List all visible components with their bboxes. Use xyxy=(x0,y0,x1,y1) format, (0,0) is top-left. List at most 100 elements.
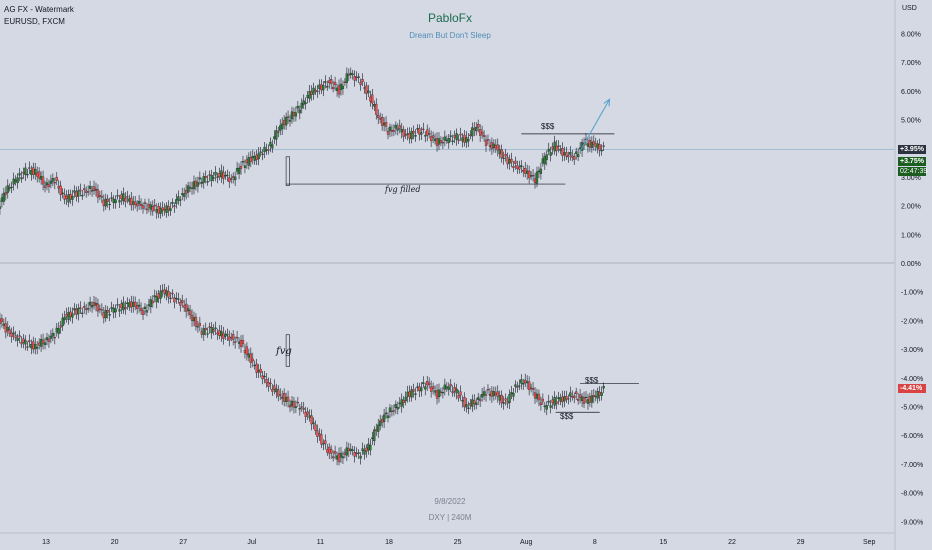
eurusd-candle xyxy=(567,155,570,158)
dxy-candle xyxy=(130,301,133,308)
dxy-candle xyxy=(414,393,417,395)
dxy-candle xyxy=(571,396,574,398)
dxy-candle xyxy=(337,453,341,462)
eurusd-candle xyxy=(263,146,266,153)
dxy-candle xyxy=(167,291,170,298)
eurusd-candle xyxy=(18,173,21,176)
dxy-candle xyxy=(0,318,4,322)
eurusd-candle xyxy=(439,140,443,143)
eurusd-candle xyxy=(586,143,590,147)
eurusd-candle xyxy=(259,151,262,153)
dxy-candle xyxy=(316,430,319,437)
dxy-candle xyxy=(192,317,196,322)
dxy-candle xyxy=(335,455,339,460)
eurusd-candle xyxy=(198,177,202,180)
dxy-candle xyxy=(8,329,11,334)
eurusd-candle xyxy=(6,185,9,193)
dxy-candle xyxy=(188,310,192,315)
eurusd-candle xyxy=(212,177,215,179)
eurusd-candle xyxy=(94,188,98,191)
dxy-candle xyxy=(300,406,303,408)
symbol-subtitle: EURUSD, FXCM xyxy=(4,17,65,26)
eurusd-candle xyxy=(573,156,576,160)
dxy-candle xyxy=(377,424,380,432)
eurusd-candle xyxy=(137,200,141,204)
eurusd-candle xyxy=(576,154,580,158)
eurusd-candle xyxy=(124,198,127,202)
eurusd-candle xyxy=(188,187,192,189)
eurusd-candle xyxy=(157,206,160,214)
y-tick-label: 0.00% xyxy=(901,261,921,268)
dxy-candle xyxy=(518,385,521,387)
eurusd-candle xyxy=(561,148,564,156)
dxy-candle xyxy=(296,402,300,404)
dxy-candle xyxy=(281,396,284,399)
eurusd-candle xyxy=(333,82,337,86)
dxy-candle xyxy=(79,307,82,309)
dxy-candle xyxy=(279,394,282,396)
dxy-candle xyxy=(563,396,566,402)
dxy-candle xyxy=(228,336,231,341)
dxy-candle xyxy=(206,333,209,335)
eurusd-candle xyxy=(122,193,125,202)
fvg-label: fvg xyxy=(276,346,292,357)
eurusd-candle xyxy=(134,201,137,205)
eurusd-candle xyxy=(375,103,378,115)
eurusd-candle xyxy=(396,128,399,131)
eurusd-candle xyxy=(551,146,554,149)
dxy-candle xyxy=(596,391,599,399)
dxy-candle xyxy=(128,302,131,308)
eurusd-candle xyxy=(28,167,31,169)
eurusd-candle xyxy=(563,152,566,155)
eurusd-candle xyxy=(183,193,186,197)
eurusd-candle xyxy=(267,149,270,151)
eurusd-candle xyxy=(173,205,176,207)
eurusd-candle xyxy=(357,76,360,78)
eurusd-candle xyxy=(45,182,49,186)
eurusd-candle xyxy=(349,72,352,76)
eurusd-candle xyxy=(575,151,578,154)
eurusd-candle xyxy=(371,94,374,104)
dxy-candle xyxy=(420,387,423,392)
dxy-candle xyxy=(312,422,315,424)
dxy-candle xyxy=(237,341,241,344)
eurusd-candle xyxy=(47,184,51,187)
eurusd-candle xyxy=(361,79,364,82)
eurusd-candle xyxy=(453,135,456,138)
eurusd-candle xyxy=(53,182,56,184)
dxy-candle xyxy=(351,449,354,451)
eurusd-candle xyxy=(20,177,23,180)
dxy-candle xyxy=(490,390,494,397)
eurusd-candle xyxy=(194,180,198,187)
eurusd-candle xyxy=(286,116,290,118)
dxy-candle xyxy=(367,443,370,451)
eurusd-candle xyxy=(16,177,19,184)
fvg-box-eurusd xyxy=(285,156,290,186)
eurusd-candle xyxy=(261,153,264,155)
dxy-candle xyxy=(110,307,113,309)
x-tick-label: 15 xyxy=(660,539,668,546)
dxy-candle xyxy=(10,332,13,337)
eurusd-candle xyxy=(549,152,552,156)
dxy-candle xyxy=(555,401,558,404)
dxy-candle xyxy=(96,303,100,312)
eurusd-candle xyxy=(247,157,251,166)
dxy-candle xyxy=(557,397,560,400)
eurusd-candle xyxy=(526,170,529,174)
x-tick-label: Aug xyxy=(520,539,533,546)
eurusd-candle xyxy=(167,206,170,211)
dxy-candle xyxy=(349,448,352,452)
dxy-candle xyxy=(30,344,33,349)
eurusd-candle xyxy=(400,129,403,133)
dxy-candle xyxy=(59,325,62,328)
eurusd-candle xyxy=(37,171,41,179)
x-tick-label: 13 xyxy=(42,539,50,546)
dxy-candle xyxy=(506,401,509,404)
dxy-candle xyxy=(230,337,233,339)
symbol-title: AG FX - Watermark xyxy=(4,5,74,14)
dxy-candle xyxy=(194,316,198,327)
x-tick-label: 27 xyxy=(179,539,187,546)
fvg-box-dxy xyxy=(285,334,290,367)
dxy-candle xyxy=(535,393,539,399)
